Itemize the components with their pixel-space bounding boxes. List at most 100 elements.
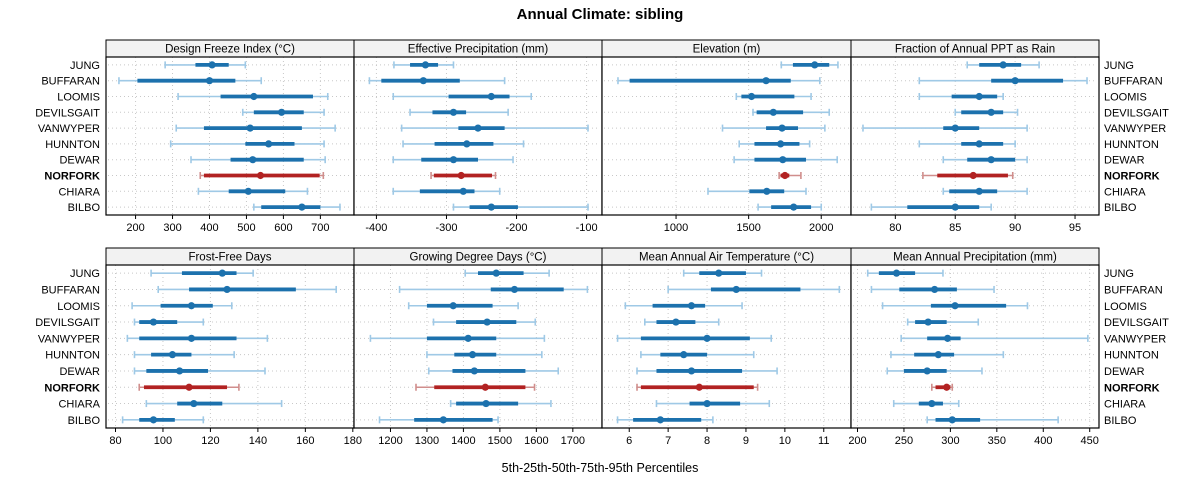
station-label-right-norfork: NORFORK [1104, 171, 1160, 183]
axis-tick-label: 200 [126, 222, 144, 234]
series-row-hunnton [853, 351, 1097, 359]
median-dot [185, 383, 193, 391]
panel-mean-annual-air-temperature-c: Mean Annual Air Temperature (°C) 6 7 8 9 10 11 [601, 247, 852, 447]
station-label-left-dewar: DEWAR [59, 155, 100, 167]
median-dot [419, 77, 427, 85]
station-label-left-jung: JUNG [70, 60, 100, 72]
series-row-devilsgait [604, 108, 849, 116]
median-dot [463, 140, 471, 148]
series-row-dewar [604, 367, 849, 375]
axis-tick-label: 6 [626, 435, 632, 447]
axis-tick-label: 10 [779, 435, 791, 447]
station-label-left-dewar: DEWAR [59, 366, 100, 378]
station-label-right-chiara: CHIARA [1104, 399, 1146, 411]
axis-tick-label: 400 [200, 222, 218, 234]
series-row-norfork [356, 171, 600, 180]
series-row-devilsgait [853, 318, 1097, 326]
series-row-bilbo [853, 203, 1097, 211]
series-row-jung [356, 269, 600, 277]
series-row-norfork [604, 383, 849, 391]
series-row-devilsgait [356, 108, 600, 116]
axis-tick-label: 8 [704, 435, 710, 447]
series-row-devilsgait [108, 108, 352, 116]
axis-tick-label: 11 [818, 435, 829, 447]
panel-growing-degree-days-c: Growing Degree Days (°C) 1200 1300 1400 1500… [353, 247, 603, 447]
panel-border [850, 56, 1100, 216]
axis-tick-label: 450 [1081, 435, 1099, 447]
median-dot [695, 383, 703, 391]
series-row-vanwyper [356, 124, 600, 132]
station-label-right-dewar: DEWAR [1104, 366, 1145, 378]
series-row-devilsgait [356, 318, 600, 326]
series-row-norfork [356, 383, 600, 391]
axis-tick-label: -400 [365, 222, 387, 234]
series-row-chiara [108, 399, 352, 408]
median-dot [923, 367, 931, 375]
median-dot [492, 269, 500, 277]
station-label-right-devilsgait: DEVILSGAIT [1104, 317, 1169, 329]
axis-tick-label: -100 [576, 222, 598, 234]
series-row-buffaran [853, 285, 1097, 294]
median-dot [763, 187, 771, 195]
median-dot [474, 124, 482, 132]
station-label-right-loomis: LOOMIS [1104, 301, 1147, 313]
station-label-left-vanwyper: VANWYPER [38, 123, 100, 135]
median-dot [481, 383, 489, 391]
median-dot [208, 61, 216, 69]
axis-tick-label: 1300 [415, 435, 439, 447]
station-label-left-bilbo: BILBO [68, 415, 101, 427]
median-dot [449, 108, 458, 116]
series-row-vanwyper [853, 334, 1097, 342]
station-label-left-chiara: CHIARA [58, 186, 100, 198]
series-row-norfork [108, 171, 352, 180]
median-dot [943, 334, 952, 342]
panel-header-label: Growing Degree Days (°C) [410, 252, 547, 264]
panel-effective-precipitation-mm: Effective Precipitation (mm) -400 -300 -200… [353, 39, 603, 234]
series-row-hunnton [356, 140, 600, 148]
median-dot [223, 285, 231, 294]
series-row-loomis [356, 92, 600, 101]
series-row-loomis [604, 302, 849, 310]
median-dot [928, 399, 936, 408]
median-dot [464, 334, 472, 342]
series-row-buffaran [108, 77, 352, 85]
median-dot [250, 92, 258, 101]
median-dot [892, 269, 901, 277]
panel-body [106, 57, 354, 215]
series-row-devilsgait [853, 108, 1097, 116]
median-dot [277, 108, 286, 116]
median-dot [149, 318, 158, 326]
series-row-vanwyper [853, 124, 1097, 132]
median-dot [246, 124, 254, 132]
median-dot [487, 203, 495, 211]
station-label-left-norfork: NORFORK [44, 382, 100, 394]
median-dot [187, 302, 196, 310]
axis-tick-label: -200 [506, 222, 528, 234]
panel-body [354, 57, 602, 215]
series-row-devilsgait [604, 318, 849, 326]
median-dot [778, 124, 786, 132]
axis-tick-label: 100 [154, 435, 172, 447]
median-dot [987, 108, 995, 116]
series-row-norfork [853, 171, 1097, 180]
median-dot [762, 77, 770, 85]
series-row-jung [853, 61, 1097, 69]
series-row-dewar [356, 367, 600, 375]
station-label-right-jung: JUNG [1104, 268, 1134, 280]
axis-tick-label: 1400 [451, 435, 475, 447]
series-row-jung [604, 269, 849, 277]
median-dot [205, 77, 214, 85]
station-label-right-bilbo: BILBO [1104, 415, 1137, 427]
station-label-left-hunnton: HUNNTON [45, 350, 100, 362]
axis-tick-label: 500 [237, 222, 255, 234]
series-row-vanwyper [604, 124, 849, 132]
median-dot [168, 351, 177, 359]
station-label-right-hunnton: HUNNTON [1104, 350, 1159, 362]
station-label-left-loomis: LOOMIS [57, 301, 100, 313]
station-label-right-chiara: CHIARA [1104, 186, 1146, 198]
series-row-hunnton [108, 351, 352, 359]
series-row-buffaran [604, 77, 849, 85]
series-row-loomis [853, 92, 1097, 101]
series-row-chiara [356, 187, 600, 195]
